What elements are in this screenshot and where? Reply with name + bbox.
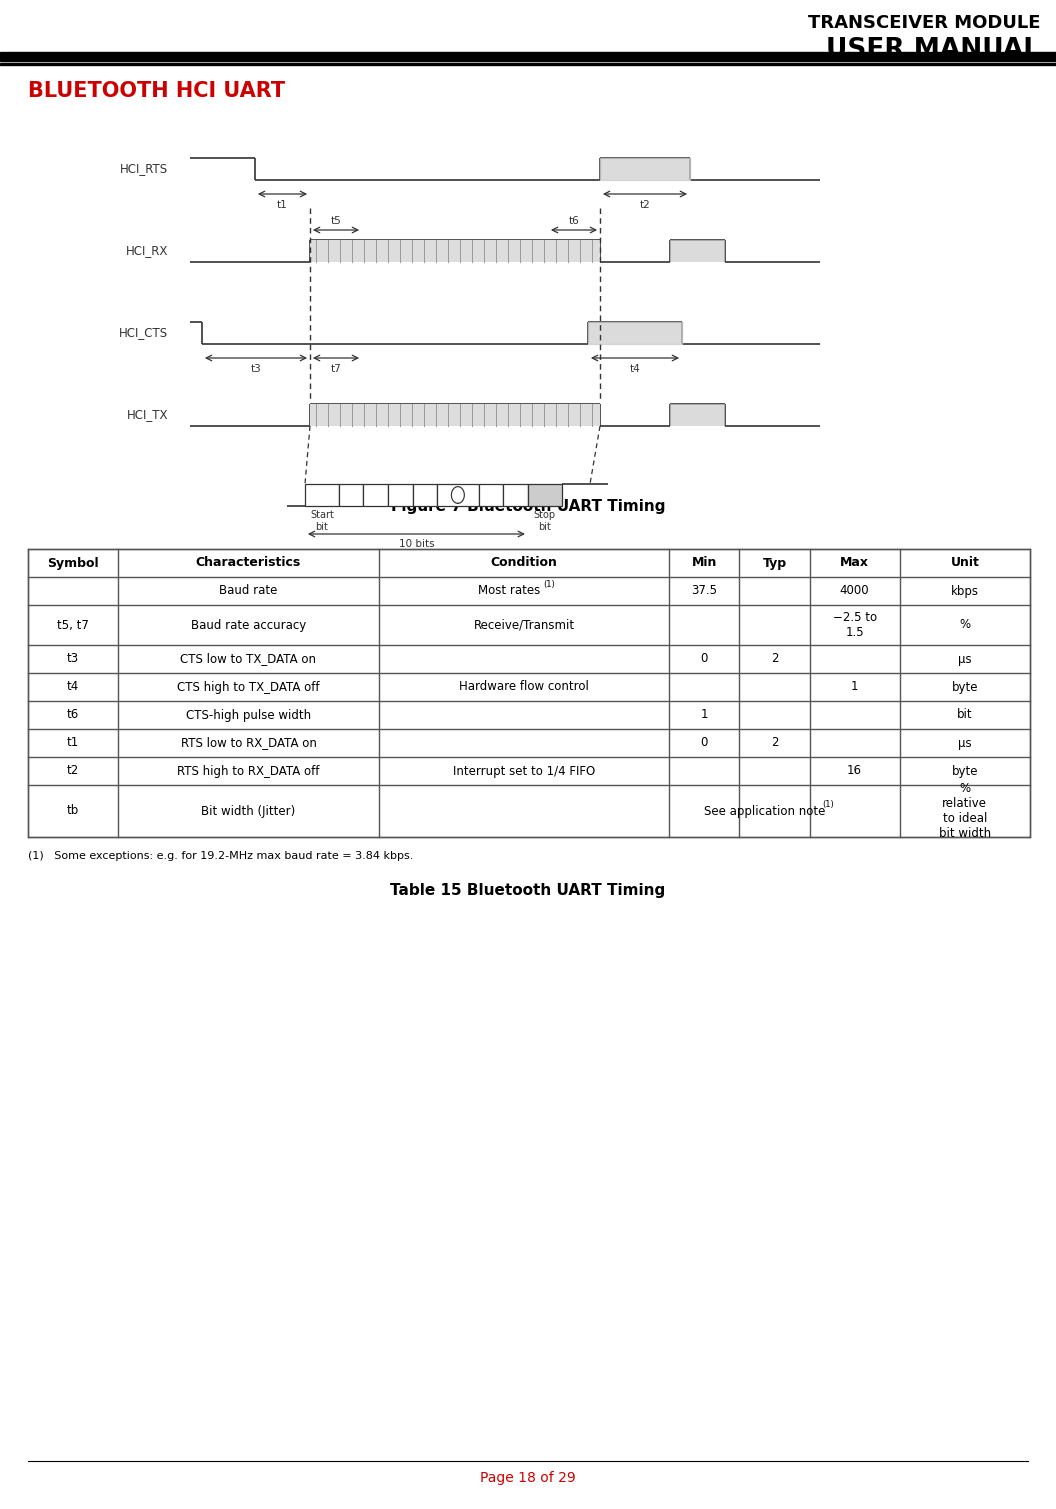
Text: See application note: See application note <box>703 804 825 818</box>
Text: Table 15 Bluetooth UART Timing: Table 15 Bluetooth UART Timing <box>391 883 665 898</box>
Text: 4000: 4000 <box>840 584 869 598</box>
Text: HCI_RX: HCI_RX <box>126 244 168 258</box>
Text: Condition: Condition <box>491 557 558 569</box>
Text: Figure 7 Bluetooth UART Timing: Figure 7 Bluetooth UART Timing <box>391 499 665 515</box>
Text: Typ: Typ <box>762 557 787 569</box>
Text: t1: t1 <box>277 201 288 210</box>
Text: μs: μs <box>958 652 972 665</box>
Text: Max: Max <box>841 557 869 569</box>
Text: Min: Min <box>692 557 717 569</box>
Bar <box>478 484 504 506</box>
Text: 37.5: 37.5 <box>692 584 717 598</box>
Text: RTS low to RX_DATA on: RTS low to RX_DATA on <box>181 736 317 750</box>
Text: byte: byte <box>951 765 978 777</box>
Text: t5: t5 <box>331 216 341 226</box>
Bar <box>504 484 528 506</box>
Bar <box>388 484 413 506</box>
Bar <box>670 240 725 263</box>
Text: CTS-high pulse width: CTS-high pulse width <box>186 709 312 721</box>
Text: %
relative
to ideal
bit width: % relative to ideal bit width <box>939 782 991 841</box>
Text: t2: t2 <box>67 765 79 777</box>
Text: Interrupt set to 1/4 FIFO: Interrupt set to 1/4 FIFO <box>453 765 596 777</box>
Polygon shape <box>588 321 682 344</box>
Text: Unit: Unit <box>950 557 979 569</box>
Bar <box>437 484 478 506</box>
Text: bit: bit <box>957 709 973 721</box>
Text: Symbol: Symbol <box>48 557 99 569</box>
Text: 2: 2 <box>771 736 778 750</box>
Text: Stop
bit: Stop bit <box>533 510 555 531</box>
Text: Baud rate: Baud rate <box>220 584 278 598</box>
Text: Start
bit: Start bit <box>309 510 334 531</box>
Text: t7: t7 <box>331 364 341 374</box>
Bar <box>670 404 725 426</box>
Text: USER MANUAL: USER MANUAL <box>826 38 1040 63</box>
Text: t5, t7: t5, t7 <box>57 619 89 631</box>
Text: Most rates: Most rates <box>478 584 540 598</box>
Text: 1: 1 <box>851 681 859 694</box>
Bar <box>305 484 339 506</box>
Text: Receive/Transmit: Receive/Transmit <box>473 619 574 631</box>
Text: t1: t1 <box>67 736 79 750</box>
Text: 2: 2 <box>771 652 778 665</box>
Text: HCI_RTS: HCI_RTS <box>120 163 168 175</box>
Text: HCI_CTS: HCI_CTS <box>119 326 168 340</box>
Bar <box>0 51 1056 60</box>
Text: t4: t4 <box>67 681 79 694</box>
Text: BLUETOOTH HCI UART: BLUETOOTH HCI UART <box>29 81 285 101</box>
Text: Bit width (Jitter): Bit width (Jitter) <box>202 804 296 818</box>
Bar <box>528 484 562 506</box>
Text: (1)   Some exceptions: e.g. for 19.2-MHz max baud rate = 3.84 kbps.: (1) Some exceptions: e.g. for 19.2-MHz m… <box>29 851 413 862</box>
Text: Hardware flow control: Hardware flow control <box>459 681 589 694</box>
Text: kbps: kbps <box>950 584 979 598</box>
Bar <box>310 240 600 263</box>
Text: 16: 16 <box>847 765 862 777</box>
Text: RTS high to RX_DATA off: RTS high to RX_DATA off <box>177 765 320 777</box>
Text: 0: 0 <box>701 652 708 665</box>
Text: 0: 0 <box>701 736 708 750</box>
Bar <box>29 549 1030 837</box>
Text: CTS low to TX_DATA on: CTS low to TX_DATA on <box>181 652 317 665</box>
Polygon shape <box>600 158 690 180</box>
Text: %: % <box>959 619 970 631</box>
Text: (1): (1) <box>543 581 554 590</box>
Text: Page 18 of 29: Page 18 of 29 <box>480 1471 576 1485</box>
Text: Baud rate accuracy: Baud rate accuracy <box>191 619 306 631</box>
Text: 1: 1 <box>700 709 709 721</box>
Text: t3: t3 <box>67 652 79 665</box>
Text: −2.5 to
1.5: −2.5 to 1.5 <box>832 611 876 638</box>
Bar <box>363 484 388 506</box>
Text: TRANSCEIVER MODULE: TRANSCEIVER MODULE <box>808 14 1040 32</box>
Text: t6: t6 <box>67 709 79 721</box>
Text: t3: t3 <box>250 364 262 374</box>
Text: t6: t6 <box>568 216 580 226</box>
Text: 10 bits: 10 bits <box>398 539 434 549</box>
Text: CTS high to TX_DATA off: CTS high to TX_DATA off <box>177 681 320 694</box>
Text: μs: μs <box>958 736 972 750</box>
Text: (1): (1) <box>823 800 834 809</box>
Bar <box>0 63 1056 65</box>
Bar <box>339 484 363 506</box>
Text: byte: byte <box>951 681 978 694</box>
Text: t4: t4 <box>629 364 640 374</box>
Text: HCI_TX: HCI_TX <box>127 409 168 421</box>
Text: Characteristics: Characteristics <box>195 557 301 569</box>
Bar <box>413 484 437 506</box>
Text: tb: tb <box>67 804 79 818</box>
Bar <box>310 404 600 426</box>
Text: t2: t2 <box>640 201 650 210</box>
